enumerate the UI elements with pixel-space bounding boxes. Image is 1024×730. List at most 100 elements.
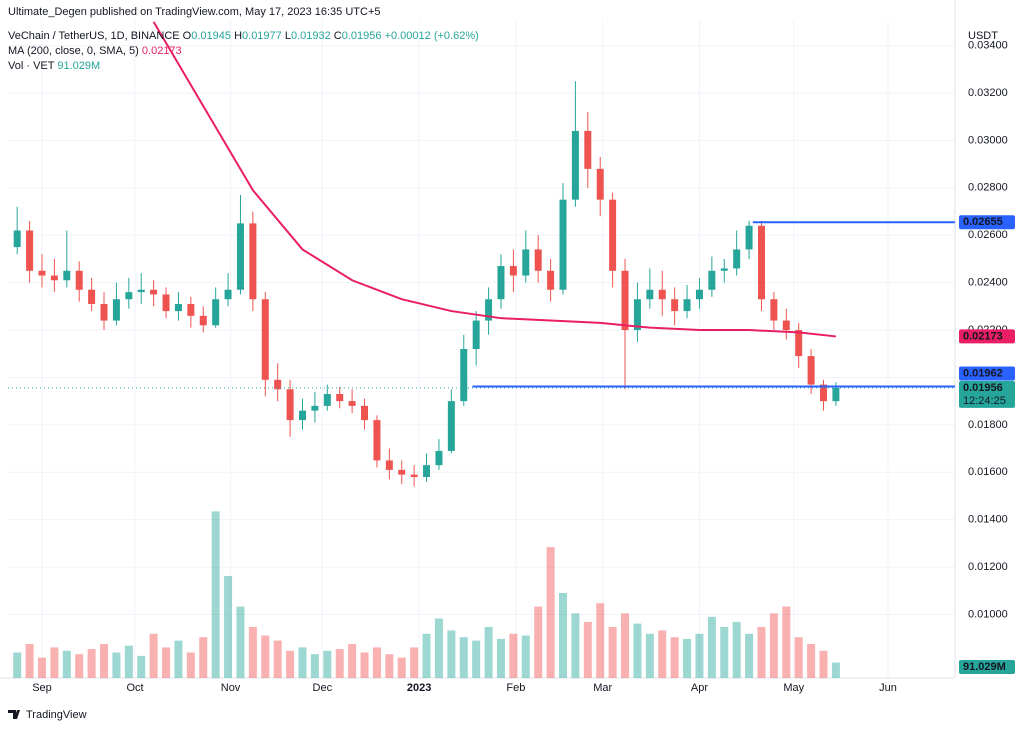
x-tick-label: Sep [32,682,52,694]
y-tick-label: 0.01000 [968,608,1008,620]
x-tick-label: Nov [221,682,241,694]
publisher: Ultimate_Degen published on TradingView.… [8,6,381,18]
volume-bar [534,606,543,678]
y-tick-label: 0.03000 [968,134,1008,146]
candle-body [323,394,331,406]
volume-bar [224,576,233,678]
last-price-label: 0.01956 [963,382,1003,394]
ohlc-value: 0.01932 [290,30,331,42]
volume-bar [261,635,270,678]
candle-body [832,387,840,402]
x-tick-label: 2023 [407,682,431,694]
volume-bar [658,630,667,678]
candle-body [596,168,604,200]
candle-body [410,474,418,477]
candle-body [26,230,34,271]
volume-bar [745,633,754,678]
ohlc-key: L [284,30,291,42]
candle-body [298,410,306,421]
y-tick-label: 0.01400 [968,514,1008,526]
volume-bar [546,547,555,678]
volume-bar [559,593,568,678]
volume-bar [645,633,654,678]
volume-bar [683,638,692,678]
volume-bar [397,657,406,678]
level-label-bg [959,215,1015,230]
ma-label: 0.02173 [963,330,1003,342]
countdown: 12:24:25 [963,395,1006,407]
volume-bar [87,649,96,678]
brand: TradingView [26,709,87,721]
candle-body [13,230,21,248]
candle-body [50,275,58,281]
candle-body [162,294,170,312]
candle-body [497,266,505,300]
candle-body [88,289,96,304]
candle-body [820,384,828,402]
y-tick-label: 0.02400 [968,277,1008,289]
ma-line [152,21,837,338]
volume-bar [137,655,146,678]
candle-body [423,465,431,477]
volume-bar [819,650,828,678]
candle-body [782,320,790,331]
volume-bar [286,650,295,678]
candle-body [100,303,108,321]
candle-body [733,249,741,269]
candle-body [38,270,46,276]
ma-label-bg [959,329,1015,344]
candle-body [472,320,480,349]
candle-body [770,299,778,321]
candle-body [559,199,567,290]
y-tick-label: 0.01800 [968,419,1008,431]
candle-body [807,356,815,385]
volume-bar [25,644,34,678]
volume-bar [162,647,171,678]
candle-body [646,289,654,300]
candle-body [75,270,83,290]
candle-body [757,225,765,300]
volume-bar [50,647,59,678]
volume-bar [434,618,443,678]
volume-bar [633,623,642,678]
volume-bar [273,640,282,678]
y-tick-label: 0.02600 [968,229,1008,241]
volume-bar [348,644,357,678]
volume-bar [360,652,369,678]
volume-bar [335,649,344,678]
candle-body [671,299,679,312]
vol-value: 91.029M [57,60,101,72]
candle-body [112,299,120,321]
volume-bar [707,616,716,678]
candle-body [212,299,220,326]
volume-bar [794,637,803,678]
ohlc-value: 0.01977 [242,30,282,42]
last-price-bg [959,380,1015,408]
volume-bar [37,657,46,678]
volume-bar [149,633,158,678]
volume-bar [100,644,109,678]
ohlc-key: H [234,30,243,42]
candle-body [63,270,71,281]
volume-bar [248,627,257,678]
candle-body [236,223,244,290]
volume-bar [186,652,195,678]
volume-bar [13,652,22,678]
volume-bar [75,654,84,678]
y-tick-label: 0.03200 [968,87,1008,99]
candle-body [534,249,542,271]
ohlc-key: C [333,30,342,42]
x-tick-label: Feb [506,682,525,694]
candle-body [274,379,282,390]
volume-bar [323,650,332,678]
candle-body [373,420,381,461]
volume-label: 91.029M [963,661,1006,673]
volume-bar [298,647,307,678]
candle-body [522,249,530,276]
candle-body [286,389,294,421]
volume-bar [422,633,431,678]
volume-bar [236,606,245,678]
